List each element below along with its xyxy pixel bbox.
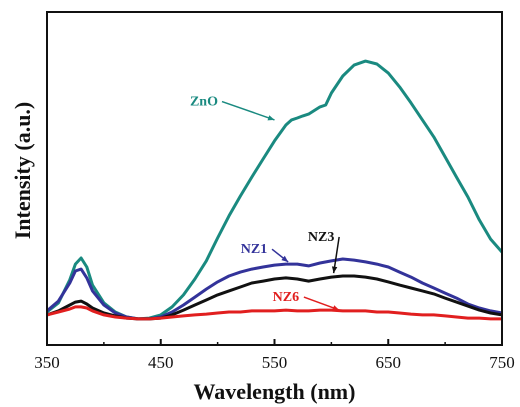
series-lines	[46, 59, 504, 321]
x-tick-label: 650	[376, 353, 402, 372]
axis-ticks: 350 450 550 650 750	[34, 339, 515, 372]
annotation-nz6: NZ6	[273, 290, 299, 305]
series-line-nz3	[46, 274, 503, 321]
x-tick-label: 550	[262, 353, 288, 372]
y-axis-title: Intensity (a.u.)	[10, 102, 35, 240]
annotation-arrowhead	[281, 255, 289, 262]
x-tick-label: 450	[148, 353, 174, 372]
x-tick-label: 350	[34, 353, 60, 372]
annotation-arrowhead	[331, 266, 338, 274]
series-annotations: ZnO NZ1 NZ3 NZ6	[190, 95, 340, 311]
annotation-arrowhead	[332, 305, 340, 311]
x-tick-label: 750	[489, 353, 515, 372]
annotation-nz1: NZ1	[241, 242, 267, 257]
series-line-nz6	[46, 305, 502, 321]
annotation-zno: ZnO	[190, 95, 218, 110]
annotation-arrowhead	[267, 115, 275, 121]
annotation-nz3: NZ3	[308, 230, 334, 245]
series-line-nz1	[46, 257, 503, 321]
annotation-arrow	[221, 100, 275, 121]
x-axis-title: Wavelength (nm)	[194, 379, 356, 404]
